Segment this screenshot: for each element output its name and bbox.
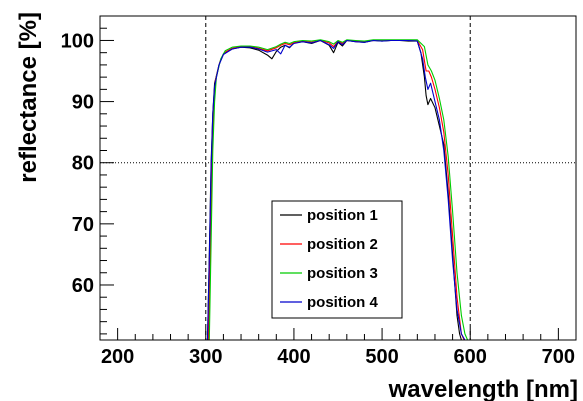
x-tick-label: 700 — [542, 346, 575, 368]
x-tick-label: 200 — [101, 346, 134, 368]
y-tick-label: 60 — [72, 275, 94, 297]
x-tick-label: 600 — [454, 346, 487, 368]
x-tick-label: 500 — [365, 346, 398, 368]
legend-label: position 2 — [307, 236, 378, 253]
y-tick-label: 80 — [72, 153, 94, 175]
x-axis: 200 300 400 500 600 700 — [101, 328, 575, 368]
y-tick-label: 100 — [61, 30, 94, 52]
y-axis: 60 70 80 90 100 — [61, 15, 114, 335]
reference-lines — [100, 16, 576, 340]
legend-label: position 4 — [307, 294, 378, 311]
series-line-3 — [208, 39, 469, 341]
y-tick-label: 70 — [72, 214, 94, 236]
legend-label: position 1 — [307, 207, 378, 224]
legend-box — [271, 200, 403, 319]
x-tick-label: 300 — [189, 346, 222, 368]
plot-frame — [99, 15, 577, 341]
y-tick-label: 90 — [72, 92, 94, 114]
y-axis-title: reflectance [%] — [15, 12, 42, 183]
series-line-4 — [206, 39, 466, 341]
legend-label: position 3 — [307, 265, 378, 282]
legend: position 1 position 2 position 3 position 4 — [271, 200, 403, 319]
x-axis-title: wavelength [nm] — [388, 376, 578, 401]
x-tick-label: 400 — [277, 346, 310, 368]
series-layer — [206, 39, 469, 341]
